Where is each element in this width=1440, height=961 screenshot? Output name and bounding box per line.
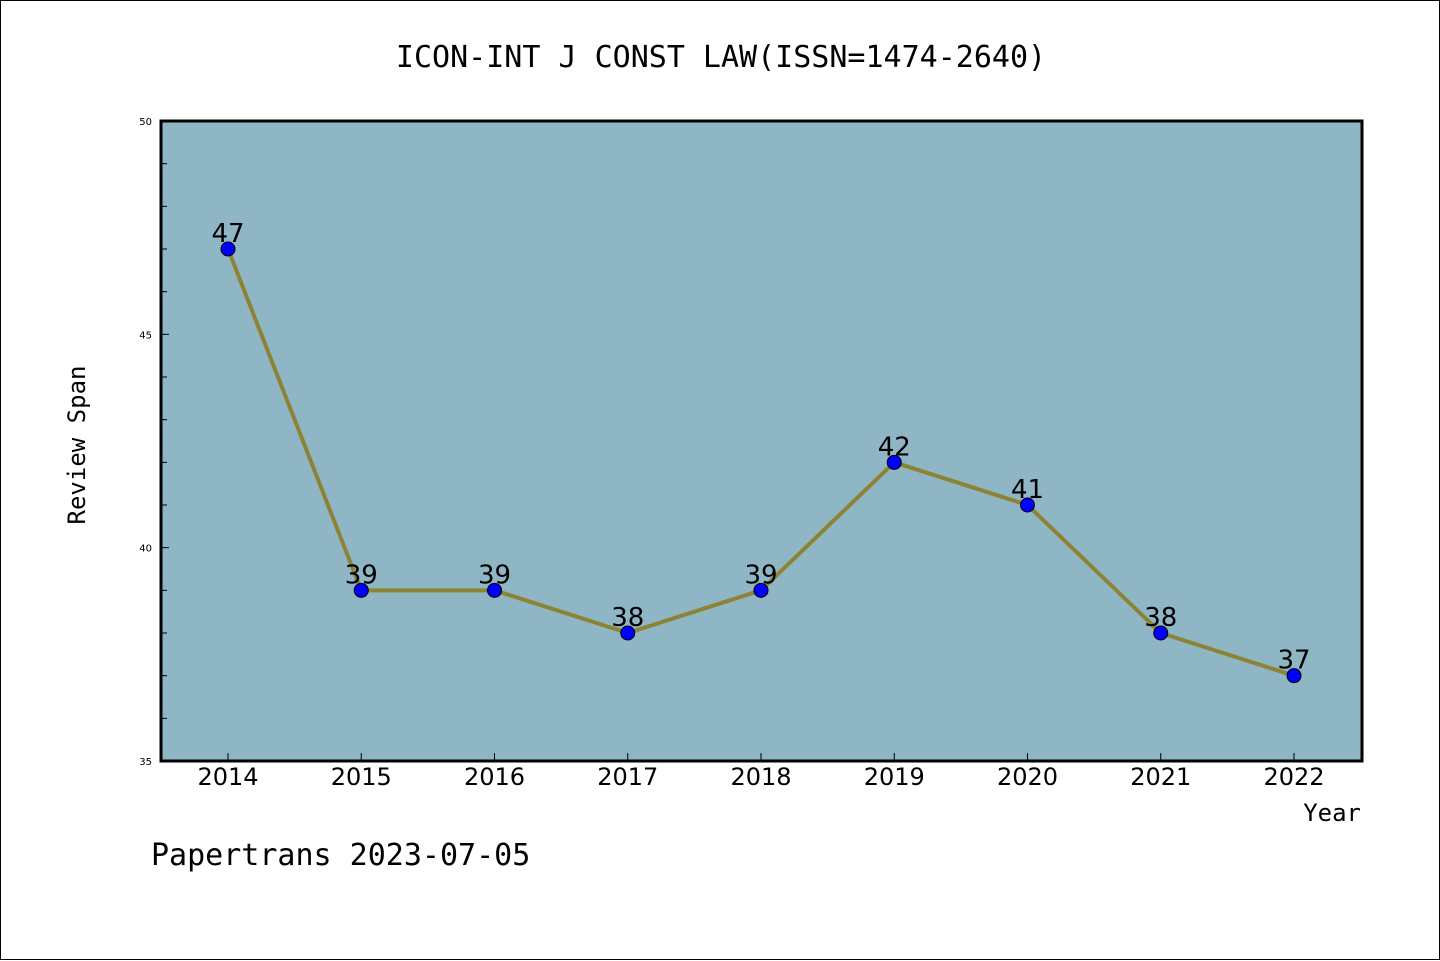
data-label: 47 [211, 219, 244, 249]
data-point [1153, 625, 1169, 641]
data-label: 39 [345, 560, 378, 590]
x-tick-label: 2016 [464, 763, 525, 791]
x-tick-label: 2017 [597, 763, 658, 791]
data-point [1020, 497, 1035, 513]
data-label: 42 [878, 432, 911, 462]
y-axis-label: Review Span [63, 366, 91, 525]
data-label: 39 [478, 560, 511, 590]
data-point [487, 582, 502, 598]
data-point [353, 582, 369, 598]
y-tick-label: 40 [139, 544, 152, 555]
data-point [886, 454, 902, 470]
footer-credit: Papertrans 2023-07-05 [151, 838, 530, 873]
x-tick-label: 2019 [864, 763, 925, 791]
data-label: 39 [744, 560, 777, 590]
data-label: 38 [1144, 603, 1177, 633]
data-point [753, 582, 769, 598]
x-tick-label: 2014 [197, 763, 258, 791]
chart-title: ICON-INT J CONST LAW(ISSN=1474-2640) [396, 40, 1046, 75]
x-tick-label: 2021 [1130, 763, 1191, 791]
y-tick-label: 50 [139, 117, 152, 128]
data-point [620, 625, 636, 641]
y-axis: 35 40 45 50 [139, 117, 169, 768]
x-axis: 2014 2015 2016 2017 2018 2019 2020 2021 2022 [197, 753, 1325, 791]
series-layer: 47 39 39 38 39 42 41 38 37 [211, 219, 1311, 684]
x-axis-label: Year [1303, 799, 1361, 827]
x-tick-label: 2015 [331, 763, 392, 791]
y-tick-label: 35 [139, 757, 152, 768]
x-tick-label: 2020 [997, 763, 1058, 791]
data-point [220, 241, 236, 257]
y-tick-label: 45 [139, 330, 152, 341]
plot-border [159, 119, 1364, 763]
plot-area [161, 121, 1362, 761]
data-label: 41 [1011, 475, 1044, 505]
x-tick-label: 2018 [730, 763, 791, 791]
data-label: 37 [1277, 646, 1310, 676]
data-point [1286, 668, 1302, 684]
data-label: 38 [611, 603, 644, 633]
x-tick-label: 2022 [1263, 763, 1324, 791]
